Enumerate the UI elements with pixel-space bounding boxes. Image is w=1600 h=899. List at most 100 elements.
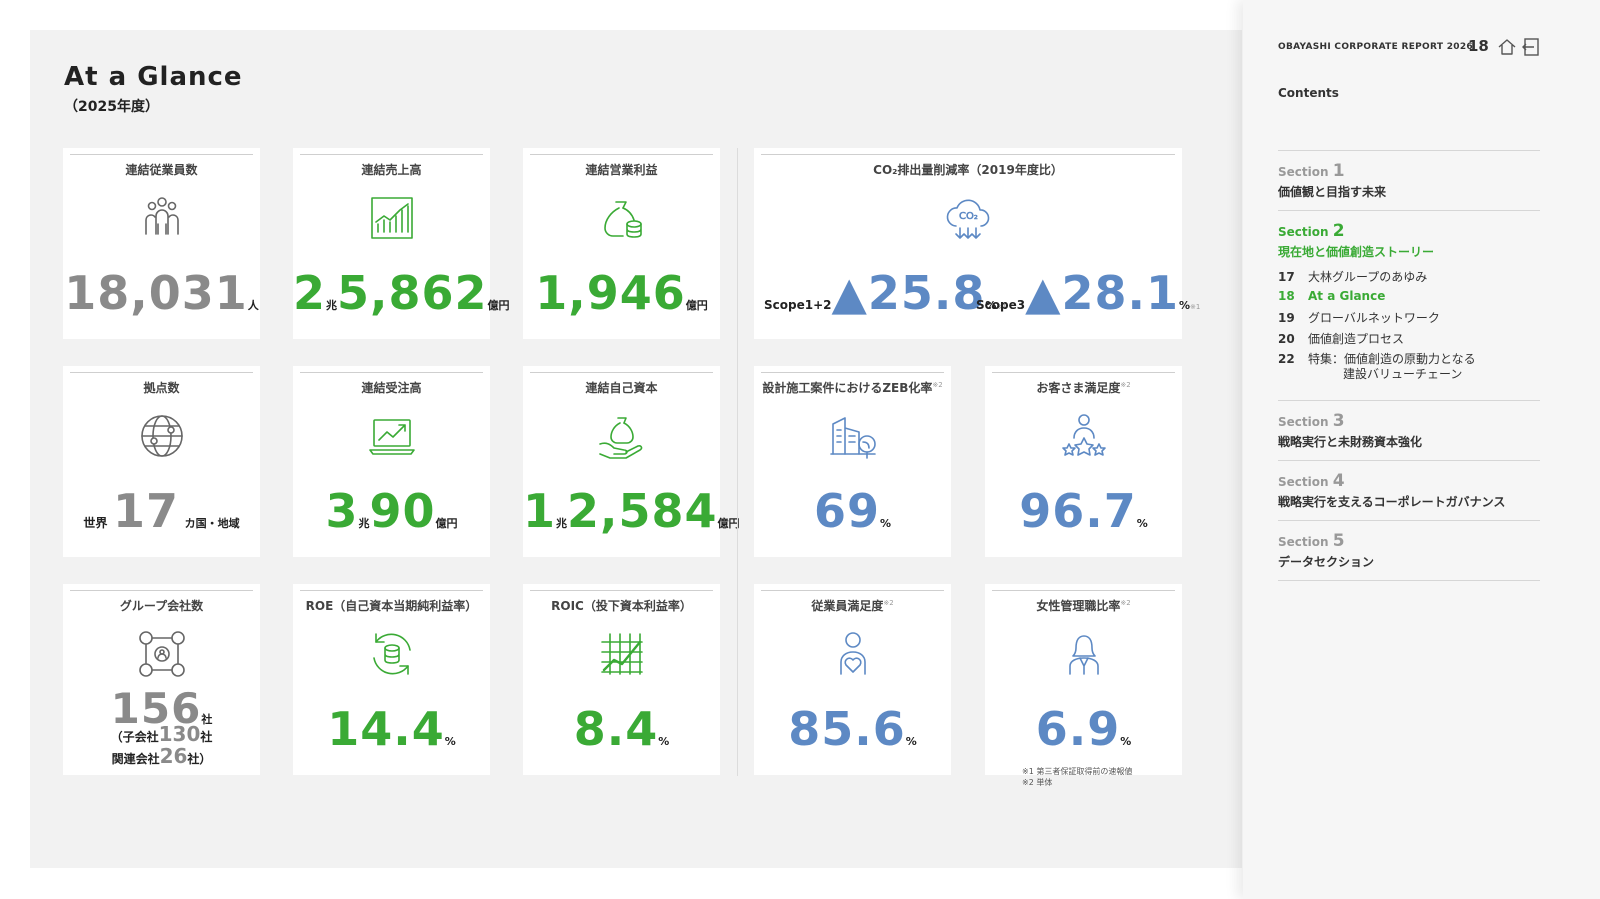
card-title: 連結受注高 bbox=[300, 372, 483, 396]
scope12-value: ▲25.8 bbox=[831, 266, 986, 320]
zeb-value: 69 bbox=[813, 484, 880, 538]
card-title: 設計施工案件におけるZEB化率※2 bbox=[761, 372, 944, 396]
affiliates-unit: 社） bbox=[187, 752, 212, 766]
zeb-unit: % bbox=[879, 517, 892, 530]
card-equity: 連結自己資本 1兆2,584億円 bbox=[523, 366, 740, 557]
section-4-link[interactable]: Section 4 戦略実行を支えるコーポレートガバナンス bbox=[1278, 460, 1540, 510]
card-title: 連結営業利益 bbox=[530, 154, 713, 178]
women-unit: % bbox=[1120, 735, 1132, 748]
contents-sidebar: OBAYASHI CORPORATE REPORT 2026 18 Conten… bbox=[1243, 0, 1600, 899]
card-roe: ROE（自己資本当期純利益率） 14.4% bbox=[293, 584, 490, 775]
scope3-value: ▲28.1 bbox=[1025, 266, 1179, 320]
roe-value: 14.4 bbox=[327, 702, 445, 756]
section-number: 1 bbox=[1332, 161, 1345, 181]
customer-note: ※2 bbox=[1120, 381, 1131, 389]
roic-value: 8.4 bbox=[573, 702, 659, 756]
co2-cloud-icon: CO₂ bbox=[942, 192, 994, 244]
subsidiaries-unit: 社 bbox=[200, 730, 213, 744]
footnote-1: ※1 第三者保証取得前の速報値 bbox=[1022, 767, 1133, 776]
report-label: OBAYASHI CORPORATE REPORT 2026 bbox=[1278, 42, 1473, 52]
subsidiaries-label: （子会社 bbox=[110, 730, 159, 744]
card-title: 連結従業員数 bbox=[70, 154, 253, 178]
globe-network-icon bbox=[136, 410, 188, 462]
card-employees: 連結従業員数 18,031人 bbox=[63, 148, 260, 339]
card-title: グループ会社数 bbox=[70, 590, 253, 614]
sales-value-major: 2 bbox=[293, 266, 327, 320]
person-stars-icon bbox=[1058, 410, 1110, 462]
card-roic: ROIC（投下資本利益率） 8.4% bbox=[523, 584, 720, 775]
section-word: Section bbox=[1278, 475, 1329, 489]
toc-page: 22 bbox=[1278, 352, 1295, 366]
bases-unit: カ国・地域 bbox=[184, 517, 240, 530]
customer-value: 96.7 bbox=[1019, 484, 1137, 538]
employees-unit: 人 bbox=[247, 299, 259, 312]
scope3-note: ※1 bbox=[1189, 303, 1201, 311]
toc-label: 価値創造プロセス bbox=[1308, 331, 1405, 346]
roic-unit: % bbox=[658, 735, 670, 748]
section-word: Section bbox=[1278, 535, 1329, 549]
card-women-managers: 女性管理職比率※2 6.9% bbox=[985, 584, 1182, 775]
section-3-link[interactable]: Section 3 戦略実行と未財務資本強化 bbox=[1278, 400, 1540, 450]
card-bases: 拠点数 世界 17 カ国・地域 bbox=[63, 366, 260, 557]
hand-money-bag-icon bbox=[596, 410, 648, 462]
orders-unit-major: 兆 bbox=[358, 517, 370, 530]
card-title: 連結自己資本 bbox=[530, 372, 713, 396]
people-group-icon bbox=[136, 192, 188, 244]
bases-prefix: 世界 bbox=[83, 516, 108, 530]
toc-item[interactable]: 19 グローバルネットワーク bbox=[1278, 309, 1476, 330]
toc-item[interactable]: 20 価値創造プロセス bbox=[1278, 330, 1476, 351]
footnotes: ※1 第三者保証取得前の速報値 ※2 単体 bbox=[1022, 766, 1132, 788]
zeb-title: 設計施工案件におけるZEB化率 bbox=[762, 381, 933, 395]
employee-sat-note: ※2 bbox=[883, 599, 894, 607]
employee-sat-title: 従業員満足度 bbox=[811, 599, 884, 613]
network-people-icon bbox=[136, 628, 188, 680]
toc-label-line2: 建設バリューチェーン bbox=[1343, 367, 1463, 381]
section-word: Section bbox=[1278, 225, 1329, 239]
contents-label: Contents bbox=[1278, 86, 1339, 100]
card-title: ROE（自己資本当期純利益率） bbox=[300, 590, 483, 614]
section-word: Section bbox=[1278, 415, 1329, 429]
toc-label: グローバルネットワーク bbox=[1308, 311, 1440, 325]
op-income-unit: 億円 bbox=[685, 299, 708, 312]
toc-item[interactable]: 17 大林グループのあゆみ bbox=[1278, 268, 1476, 289]
back-arrow-icon[interactable] bbox=[1522, 37, 1540, 57]
equity-unit: 億円 bbox=[717, 517, 740, 530]
equity-value-major: 1 bbox=[523, 484, 557, 538]
eco-building-icon bbox=[827, 410, 879, 462]
toc-label: 大林グループのあゆみ bbox=[1308, 270, 1428, 284]
section-number: 5 bbox=[1332, 531, 1345, 551]
card-customer-satisfaction: お客さま満足度※2 96.7% bbox=[985, 366, 1182, 557]
scope3-unit: % bbox=[1178, 299, 1190, 312]
orders-value-major: 3 bbox=[325, 484, 359, 538]
women-value: 6.9 bbox=[1035, 702, 1121, 756]
coin-cycle-icon bbox=[366, 628, 418, 680]
toc-item[interactable]: 22 特集：価値創造の原動力となる 建設バリューチェーン bbox=[1278, 350, 1476, 384]
section-2-link[interactable]: Section 2 現在地と価値創造ストーリー bbox=[1278, 210, 1540, 260]
card-title: お客さま満足度※2 bbox=[992, 372, 1175, 396]
person-heart-icon bbox=[827, 628, 879, 680]
toc-page: 19 bbox=[1278, 311, 1295, 325]
employees-value: 18,031 bbox=[64, 266, 248, 320]
orders-unit: 億円 bbox=[435, 517, 458, 530]
toc-label: 特集：価値創造の原動力となる bbox=[1308, 352, 1476, 366]
card-co2-reduction: CO₂排出量削減率（2019年度比） CO₂ Scope1+2▲25.8%※1 … bbox=[754, 148, 1200, 339]
section-5-link[interactable]: Section 5 データセクション bbox=[1278, 520, 1540, 570]
card-title: 連結売上高 bbox=[300, 154, 483, 178]
scope3-label: Scope3 bbox=[976, 298, 1026, 312]
section-number: 2 bbox=[1332, 221, 1345, 241]
footnote-2: ※2 単体 bbox=[1022, 778, 1053, 787]
women-title: 女性管理職比率 bbox=[1036, 599, 1121, 613]
card-orders: 連結受注高 3兆90億円 bbox=[293, 366, 490, 557]
section-1-link[interactable]: Section 1 価値観と目指す未来 bbox=[1278, 150, 1540, 200]
toc-item-current[interactable]: 18 At a Glance bbox=[1278, 289, 1476, 310]
page-subtitle: （2025年度） bbox=[64, 99, 159, 115]
toc-page: 17 bbox=[1278, 270, 1295, 284]
bases-value: 17 bbox=[113, 484, 180, 538]
section-title: 現在地と価値創造ストーリー bbox=[1278, 245, 1435, 259]
svg-text:CO₂: CO₂ bbox=[959, 211, 978, 222]
section-title: 戦略実行と未財務資本強化 bbox=[1278, 435, 1423, 449]
employee-sat-value: 85.6 bbox=[788, 702, 906, 756]
orders-value-minor: 90 bbox=[369, 484, 436, 538]
home-icon[interactable] bbox=[1497, 37, 1517, 57]
toc-page: 18 bbox=[1278, 288, 1295, 303]
